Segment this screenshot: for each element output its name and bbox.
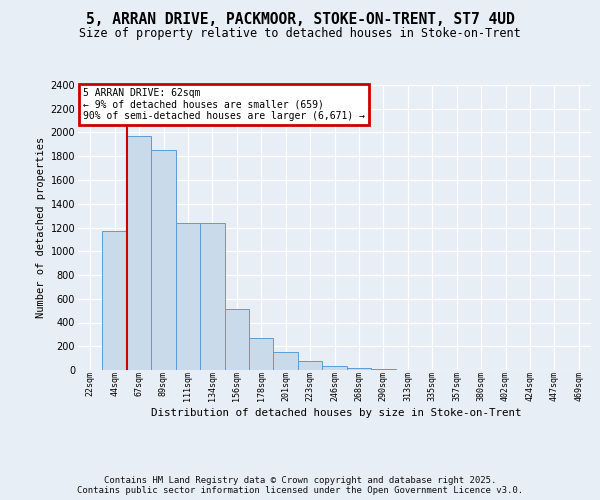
Bar [176, 223, 200, 370]
Bar [200, 223, 224, 370]
Bar [274, 352, 298, 370]
Y-axis label: Number of detached properties: Number of detached properties [37, 137, 46, 318]
Text: 5 ARRAN DRIVE: 62sqm
← 9% of detached houses are smaller (659)
90% of semi-detac: 5 ARRAN DRIVE: 62sqm ← 9% of detached ho… [83, 88, 365, 121]
Text: Size of property relative to detached houses in Stoke-on-Trent: Size of property relative to detached ho… [79, 28, 521, 40]
Text: Contains HM Land Registry data © Crown copyright and database right 2025.
Contai: Contains HM Land Registry data © Crown c… [77, 476, 523, 495]
Bar [103, 231, 127, 370]
Bar [249, 338, 274, 370]
Bar [347, 368, 371, 370]
Text: 5, ARRAN DRIVE, PACKMOOR, STOKE-ON-TRENT, ST7 4UD: 5, ARRAN DRIVE, PACKMOOR, STOKE-ON-TRENT… [86, 12, 514, 28]
Bar [151, 150, 176, 370]
Bar [127, 136, 151, 370]
Bar [298, 360, 322, 370]
Bar [224, 309, 249, 370]
Text: Distribution of detached houses by size in Stoke-on-Trent: Distribution of detached houses by size … [151, 408, 521, 418]
Bar [322, 366, 347, 370]
